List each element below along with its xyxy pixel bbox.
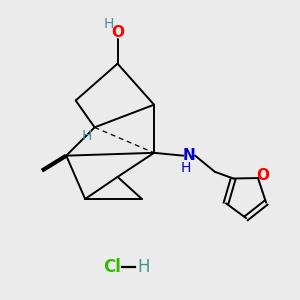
- Text: H: H: [181, 160, 191, 175]
- Text: O: O: [256, 168, 269, 183]
- Text: H: H: [138, 259, 150, 277]
- Text: H: H: [104, 17, 114, 31]
- Text: O: O: [111, 25, 124, 40]
- Text: N: N: [183, 148, 196, 163]
- Text: H: H: [81, 129, 92, 143]
- Text: Cl: Cl: [103, 259, 121, 277]
